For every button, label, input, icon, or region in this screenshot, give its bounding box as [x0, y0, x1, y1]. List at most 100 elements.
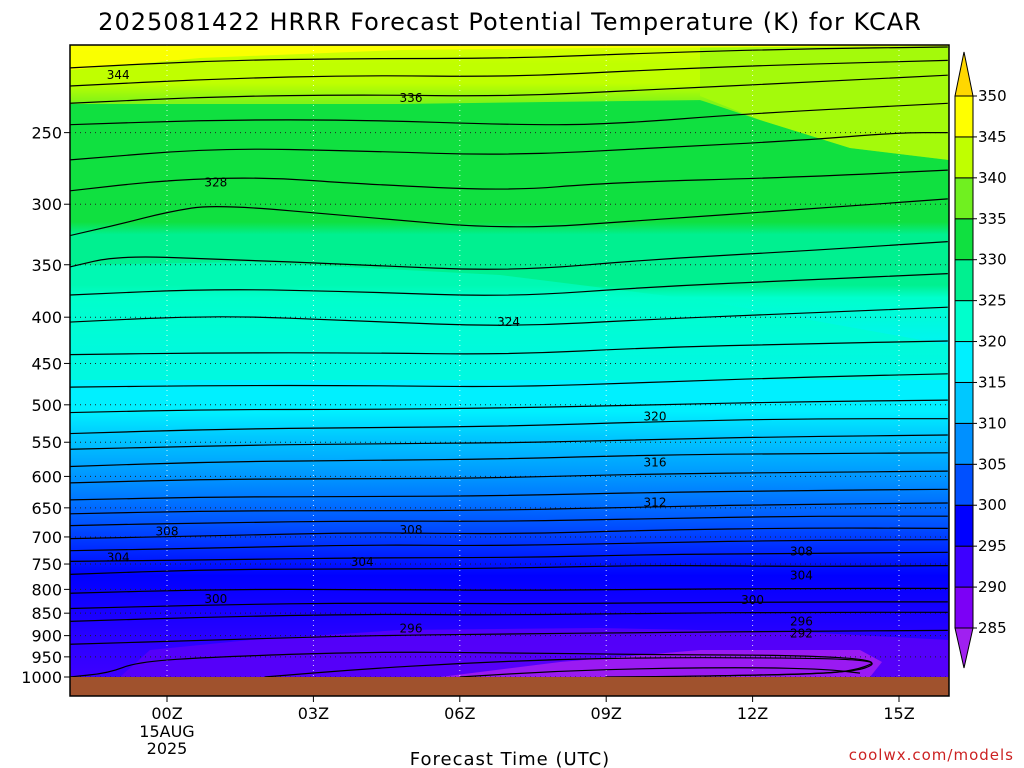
contour-label-group: 328 — [204, 176, 227, 190]
colorbar: 285 290 295 300 305 310 315 320 325 330 335 340 345 3… — [954, 51, 1007, 669]
contour-label: 328 — [204, 176, 227, 190]
colorbar-tick-label: 315 — [978, 373, 1007, 391]
colorbar-tick-label: 285 — [978, 619, 1007, 637]
plot-frame — [69, 44, 950, 697]
x-tick-label: 15Z — [883, 704, 914, 723]
contour-line — [70, 434, 948, 450]
contour-label-group: 296 — [400, 622, 423, 636]
contour-line — [70, 527, 948, 540]
y-tick-label: 700 — [31, 528, 62, 547]
contour-line — [70, 102, 948, 126]
contour-label: 292 — [790, 626, 813, 640]
contour-line — [70, 452, 948, 468]
contour-label: 308 — [400, 523, 423, 537]
contour-label: 304 — [790, 568, 813, 582]
contour-line — [70, 273, 948, 296]
y-tick-label: 650 — [31, 499, 62, 518]
contour-line — [70, 502, 948, 515]
contour-label: 320 — [644, 409, 667, 423]
contour-label-group: 308 — [400, 523, 423, 537]
x-tick-label: 09Z — [591, 704, 622, 723]
x-tick-label: 00Z — [151, 704, 182, 723]
contour-label: 296 — [400, 622, 423, 636]
colorbar-segment — [954, 504, 974, 547]
contour-line — [70, 241, 948, 270]
y-tick-label: 850 — [31, 604, 62, 623]
contour-line — [70, 515, 948, 527]
y-tick-label: 900 — [31, 627, 62, 646]
contour-label: 316 — [644, 455, 667, 469]
colorbar-segment — [954, 136, 974, 179]
colorbar-tick-label: 335 — [978, 210, 1007, 228]
contour-label-group: 336 — [400, 91, 423, 105]
contour-line — [70, 74, 948, 104]
contour-label-group: 300 — [204, 592, 227, 606]
contour-line — [70, 46, 948, 69]
contour-line — [70, 340, 948, 356]
colorbar-tick-label: 325 — [978, 292, 1007, 310]
contour-line — [70, 611, 948, 622]
colorbar-tick-label: 310 — [978, 414, 1007, 432]
contour-label-group: 304 — [107, 551, 130, 565]
plot-area: 344 336 328 324 320 316 312 308 308 308 304 304 304 3… — [70, 45, 949, 677]
band-violet-pocket — [440, 650, 882, 677]
contour-label: 336 — [400, 91, 423, 105]
contour-lines — [70, 46, 948, 677]
contour-label-group: 312 — [644, 495, 667, 509]
contour-line — [70, 373, 948, 388]
colorbar-segment — [954, 341, 974, 383]
colorbar-top-arrow — [954, 51, 974, 97]
contour-line — [70, 198, 948, 237]
contour-line — [264, 657, 873, 677]
colorbar-segment — [954, 422, 974, 465]
contour-line — [70, 418, 948, 435]
contour-label: 312 — [644, 495, 667, 509]
y-tick-label: 550 — [31, 433, 62, 452]
contour-label-group: 308 — [156, 524, 179, 538]
y-tick-label: 750 — [31, 555, 62, 574]
contour-line — [70, 169, 948, 192]
contour-label-group: 304 — [351, 555, 374, 569]
contour-label-group: 296 — [790, 614, 813, 628]
colorbar-segment — [954, 545, 974, 588]
chart-title: 2025081422 HRRR Forecast Potential Tempe… — [98, 8, 922, 36]
credit-link[interactable]: coolwx.com/models — [849, 746, 1014, 764]
y-tick-label: 300 — [31, 195, 62, 214]
colorbar-tick-label: 350 — [978, 87, 1007, 105]
contour-line — [70, 470, 948, 484]
colorbar-tick-label: 340 — [978, 169, 1007, 187]
y-tick-label: 450 — [31, 354, 62, 373]
y-tick-label: 1000 — [21, 668, 62, 687]
colorbar-segment — [954, 586, 974, 629]
contour-label-group: 316 — [644, 455, 667, 469]
x-tick-sublabel: 2025 — [147, 739, 188, 758]
x-tick-label: 03Z — [298, 704, 329, 723]
contour-label: 296 — [790, 614, 813, 628]
colorbar-tick-label: 300 — [978, 496, 1007, 514]
band-cyan-green-midleft — [70, 262, 949, 380]
contour-line — [70, 587, 948, 594]
contour-line — [70, 539, 948, 552]
contour-line — [70, 59, 948, 87]
colorbar-segment — [954, 381, 974, 424]
colorbar-segment — [954, 259, 974, 302]
colorbar-tick-label: 290 — [978, 578, 1007, 596]
contour-line — [70, 132, 948, 161]
contour-label: 344 — [107, 68, 130, 82]
contour-line — [70, 565, 948, 575]
terrain-surface — [70, 677, 949, 696]
y-tick-label: 500 — [31, 396, 62, 415]
band-yellow-green-top — [70, 45, 949, 160]
contour-line — [70, 488, 948, 501]
colorbar-tick-label: 320 — [978, 333, 1007, 351]
y-tick-label: 950 — [31, 648, 62, 667]
contour-labels: 344 336 328 324 320 316 312 308 308 308 304 304 304 3… — [107, 68, 813, 640]
colorbar-segment — [954, 463, 974, 506]
colorbar-segment — [954, 177, 974, 220]
contour-line — [70, 306, 948, 326]
contour-line — [459, 667, 861, 677]
contour-line — [70, 629, 948, 645]
contour-label: 308 — [790, 544, 813, 558]
